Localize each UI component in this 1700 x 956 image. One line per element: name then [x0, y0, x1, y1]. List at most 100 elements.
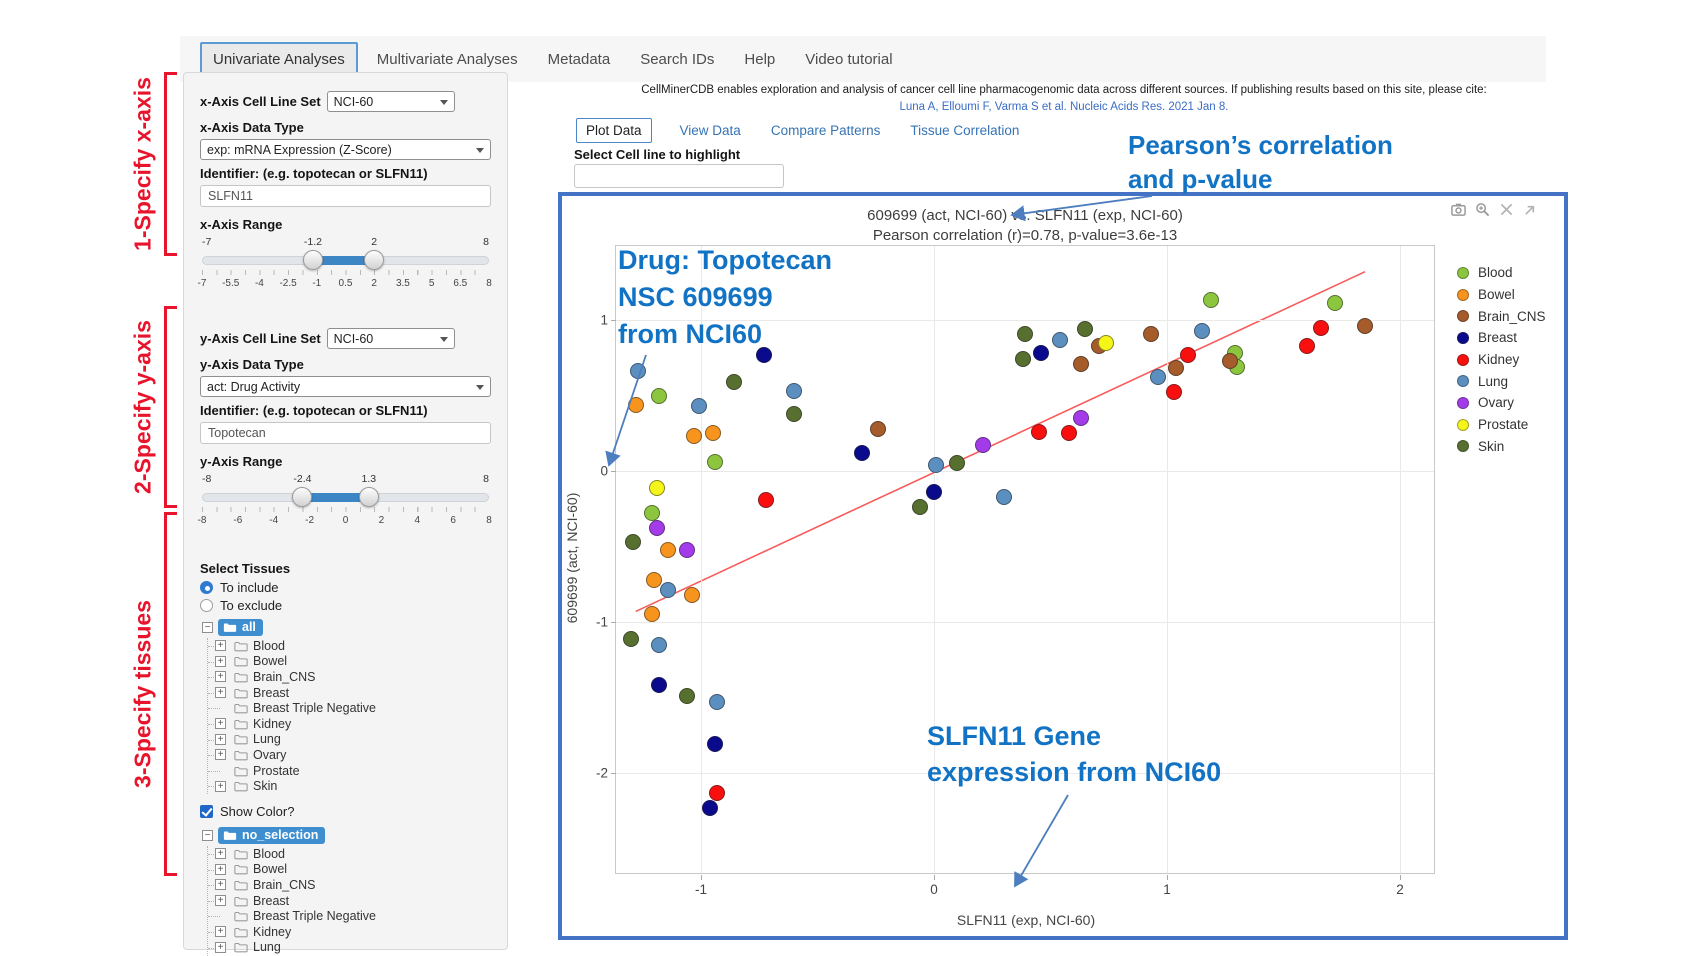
data-point-blood[interactable] [1326, 295, 1343, 312]
data-point-lung[interactable] [995, 488, 1012, 505]
data-point-breast[interactable] [853, 444, 870, 461]
tree-item-prostate[interactable]: Prostate [208, 763, 491, 779]
data-point-lung[interactable] [786, 382, 803, 399]
legend-item-breast[interactable]: Breast [1457, 327, 1546, 349]
legend-item-skin[interactable]: Skin [1457, 436, 1546, 458]
tree-expand-toggle[interactable]: + [215, 687, 226, 699]
tree-expand-toggle[interactable]: + [215, 848, 226, 860]
tree-item-lung[interactable]: + Lung [208, 732, 491, 748]
scatter-plot-area[interactable]: 609699 (act, NCI-60) SLFN11 (exp, NCI-60… [564, 245, 1435, 928]
tree-root-all[interactable]: all [218, 619, 263, 636]
data-point-lung[interactable] [651, 636, 668, 653]
nav-item-univariate-analyses[interactable]: Univariate Analyses [200, 41, 358, 77]
radio-dot[interactable] [200, 581, 213, 594]
data-point-skin[interactable] [786, 405, 803, 422]
data-point-blood[interactable] [706, 453, 723, 470]
x-identifier-input[interactable]: SLFN11 [200, 185, 491, 207]
tree-expand-toggle[interactable]: + [215, 718, 226, 730]
citation-link[interactable]: Luna A, Elloumi F, Varma S et al. Nuclei… [899, 101, 1229, 113]
y-identifier-input[interactable]: Topotecan [200, 422, 491, 444]
x-range-slider[interactable]: -7 8 -1.2 2 -7 -5.5 -4 -2.5 -1 0.5 2 3.5 5 6.5 8 [198, 236, 492, 300]
nav-item-search-ids[interactable]: Search IDs [640, 50, 715, 68]
radio-to-include[interactable]: To include [200, 580, 491, 595]
data-point-bowel[interactable] [704, 425, 721, 442]
tree-expand-toggle[interactable]: + [215, 655, 226, 667]
tree-root-no_selection[interactable]: no_selection [218, 826, 326, 844]
tree-item-breast[interactable]: + Breast [208, 685, 491, 701]
data-point-prostate[interactable] [1098, 334, 1115, 351]
radio-to-exclude[interactable]: To exclude [200, 598, 491, 613]
tree-item-kidney[interactable]: + Kidney [208, 716, 491, 732]
legend-item-prostate[interactable]: Prostate [1457, 414, 1546, 436]
data-point-skin[interactable] [1016, 325, 1033, 342]
tree-expand-toggle[interactable]: + [215, 879, 226, 891]
data-point-bowel[interactable] [686, 428, 702, 445]
data-point-lung[interactable] [1193, 322, 1210, 339]
data-point-breast[interactable] [651, 677, 668, 694]
data-point-bowel[interactable] [660, 541, 677, 558]
show-color-checkbox-row[interactable]: Show Color? [200, 804, 491, 819]
tree-item-breast[interactable]: + Breast [208, 893, 491, 909]
tree-expand-toggle[interactable]: + [215, 926, 226, 938]
data-point-skin[interactable] [725, 373, 742, 390]
tree-item-blood[interactable]: + Blood [208, 638, 491, 654]
tree-item-bowel[interactable]: + Bowel [208, 654, 491, 670]
tree-item-breast-triple-negative[interactable]: Breast Triple Negative [208, 908, 491, 924]
x-cell-line-set-select[interactable]: NCI-60 [326, 91, 455, 112]
data-point-skin[interactable] [625, 533, 642, 550]
data-point-brain_cns[interactable] [1168, 360, 1185, 377]
data-point-brain_cns[interactable] [1142, 325, 1159, 342]
data-point-breast[interactable] [926, 484, 942, 501]
tree-expand-toggle[interactable]: + [215, 941, 226, 953]
tree-expand-toggle[interactable]: + [215, 863, 226, 875]
tree-item-ovary[interactable]: +Ovary [208, 747, 491, 763]
legend-item-kidney[interactable]: Kidney [1457, 349, 1546, 371]
data-point-breast[interactable] [706, 736, 723, 753]
data-point-lung[interactable] [709, 694, 726, 711]
tree-item-blood[interactable]: + Blood [208, 846, 491, 862]
nav-item-video-tutorial[interactable]: Video tutorial [805, 50, 893, 68]
data-point-ovary[interactable] [648, 520, 665, 537]
reset-axes-icon[interactable] [1523, 202, 1538, 217]
data-point-kidney[interactable] [1165, 384, 1182, 401]
data-point-ovary[interactable] [679, 541, 696, 558]
tab-tissue-correlation[interactable]: Tissue Correlation [910, 123, 1020, 138]
tree-item-kidney[interactable]: + Kidney [208, 924, 491, 940]
data-point-brain_cns[interactable] [1357, 318, 1374, 335]
data-point-kidney[interactable] [1312, 319, 1329, 336]
slider-handle-to[interactable] [364, 250, 385, 270]
tab-compare-patterns[interactable]: Compare Patterns [770, 123, 881, 138]
data-point-bowel[interactable] [627, 396, 644, 413]
data-point-skin[interactable] [949, 455, 966, 472]
tree-expand-toggle[interactable]: + [215, 671, 226, 683]
data-point-kidney[interactable] [1298, 337, 1315, 354]
data-point-lung[interactable] [690, 398, 707, 415]
y-range-slider[interactable]: -8 8 -2.4 1.3 -8 -6 -4 -2 0 2 4 6 8 [198, 473, 492, 537]
slider-handle-from[interactable] [292, 487, 313, 507]
y-data-type-select[interactable]: act: Drug Activity [200, 376, 491, 397]
radio-dot[interactable] [200, 599, 213, 612]
tree-item-bowel[interactable]: + Bowel [208, 862, 491, 878]
data-point-bowel[interactable] [646, 571, 663, 588]
data-point-brain_cns[interactable] [1221, 352, 1238, 369]
tree-item-breast-triple-negative[interactable]: Breast Triple Negative [208, 700, 491, 716]
camera-icon[interactable] [1451, 202, 1466, 217]
data-point-skin[interactable] [1014, 351, 1031, 368]
data-point-brain_cns[interactable] [1072, 355, 1089, 372]
tree-expand-toggle[interactable]: + [215, 780, 226, 792]
data-point-skin[interactable] [1077, 321, 1094, 338]
legend-item-bowel[interactable]: Bowel [1457, 284, 1546, 306]
data-point-lung[interactable] [1149, 369, 1166, 386]
data-point-kidney[interactable] [1030, 423, 1047, 440]
tree-expand-toggle[interactable]: + [215, 733, 226, 745]
tree-collapse-toggle[interactable]: − [202, 829, 213, 841]
tab-view-data[interactable]: View Data [679, 123, 741, 138]
legend-item-blood[interactable]: Blood [1457, 262, 1546, 284]
slider-handle-to[interactable] [358, 487, 379, 507]
data-point-ovary[interactable] [974, 437, 991, 454]
data-point-kidney[interactable] [758, 491, 775, 508]
tree-item-brain_cns[interactable]: + Brain_CNS [208, 877, 491, 893]
legend-item-ovary[interactable]: Ovary [1457, 392, 1546, 414]
legend-item-brain_cns[interactable]: Brain_CNS [1457, 305, 1546, 327]
data-point-ovary[interactable] [1072, 410, 1089, 427]
